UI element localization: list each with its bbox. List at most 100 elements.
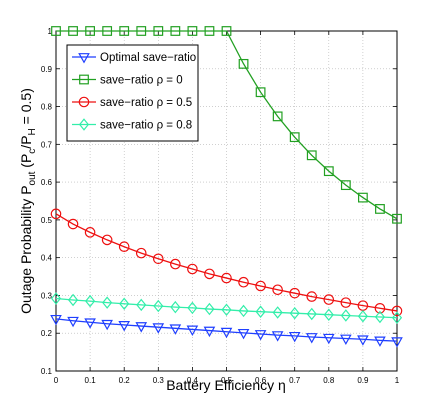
data-point-marker	[78, 53, 90, 64]
x-tick-label: 0.9	[357, 376, 369, 385]
x-tick-label: 0.2	[119, 376, 131, 385]
data-point-marker	[323, 294, 335, 305]
data-point-marker	[288, 331, 301, 343]
data-point-marker	[374, 336, 386, 347]
data-point-marker	[323, 166, 334, 177]
data-point-marker	[85, 26, 96, 36]
data-point-marker	[84, 227, 96, 238]
series-1	[50, 314, 403, 348]
data-point-marker	[118, 241, 130, 253]
data-point-marker	[340, 334, 352, 346]
data-point-marker	[119, 297, 130, 311]
y-tick-label: 0.1	[41, 367, 53, 376]
data-point-marker	[340, 297, 352, 308]
x-tick-labels: 0 0.1 0.2 0.3 0.4 0.5 0.6 0.7 0.8 0.9 1	[54, 376, 400, 385]
data-point-marker	[135, 322, 148, 333]
y-axis-label: Outage Probability Pout (Pc/PH = 0.5)	[18, 88, 38, 314]
data-point-marker	[289, 306, 300, 320]
data-point-marker	[50, 292, 62, 305]
y-tick-label: 0.2	[41, 329, 53, 338]
legend-label: Optimal save−ratio	[100, 52, 196, 64]
y-tick-label: 1	[48, 27, 53, 36]
data-point-marker	[272, 111, 283, 122]
legend-label: save−ratio ρ = 0	[100, 75, 183, 87]
data-point-marker	[152, 323, 165, 334]
data-point-marker	[136, 298, 147, 312]
legend: Optimal save−ratio save−ratio ρ = 0 save−r…	[66, 44, 199, 142]
data-point-marker	[101, 234, 113, 246]
data-point-marker	[85, 294, 96, 308]
data-point-marker	[358, 192, 368, 203]
data-point-marker	[237, 328, 250, 340]
x-tick-label: 1	[395, 376, 400, 385]
data-point-marker	[50, 314, 62, 326]
data-point-marker	[357, 335, 369, 346]
data-point-marker	[50, 208, 62, 220]
data-point-marker	[51, 26, 61, 36]
data-point-marker	[67, 316, 79, 328]
y-tick-label: 0.7	[41, 140, 53, 149]
data-point-marker	[101, 319, 113, 331]
data-point-marker	[79, 74, 89, 85]
y-tick-label: 0.3	[41, 291, 53, 300]
data-point-marker	[186, 325, 199, 336]
data-point-marker	[305, 333, 318, 344]
y-tick-label: 0.5	[41, 216, 53, 225]
series-layer	[50, 26, 403, 348]
data-point-marker	[187, 263, 198, 275]
legend-label: save−ratio ρ = 0.5	[100, 97, 192, 109]
data-point-marker	[102, 26, 113, 36]
data-point-marker	[78, 96, 90, 108]
data-point-marker	[170, 258, 181, 270]
data-point-marker	[204, 302, 215, 316]
data-point-marker	[306, 307, 317, 321]
data-point-marker	[187, 301, 198, 315]
y-tick-label: 0.4	[41, 254, 53, 263]
data-point-marker	[67, 218, 79, 230]
series-line	[55, 318, 398, 342]
data-point-marker	[254, 330, 267, 341]
data-point-marker	[187, 26, 198, 36]
x-tick-label: 0.6	[255, 376, 267, 385]
data-point-marker	[238, 58, 249, 69]
y-tick-label: 0.9	[41, 65, 53, 74]
legend-label: save−ratio ρ = 0.8	[100, 120, 192, 132]
data-point-marker	[289, 287, 300, 299]
data-point-marker	[238, 276, 249, 288]
data-point-marker	[221, 272, 232, 284]
series-line	[55, 297, 398, 319]
data-point-marker	[272, 306, 283, 319]
data-point-marker	[391, 305, 403, 317]
series-4	[50, 292, 403, 324]
data-point-marker	[357, 309, 368, 323]
legend-entry: save−ratio ρ = 0	[72, 75, 183, 87]
data-point-marker	[220, 327, 233, 339]
x-tick-label: 0.4	[187, 376, 199, 385]
data-point-marker	[68, 26, 78, 36]
data-point-marker	[204, 268, 215, 280]
data-point-marker	[153, 253, 164, 265]
x-tick-label: 0.7	[289, 376, 301, 385]
legend-entry: save−ratio ρ = 0.8	[72, 118, 192, 132]
series-3	[50, 208, 403, 317]
x-axis-label: Battery Efficiency η	[166, 377, 286, 393]
data-point-marker	[391, 337, 403, 348]
data-point-marker	[323, 308, 334, 321]
data-point-marker	[84, 318, 96, 329]
data-point-marker	[255, 305, 266, 318]
data-point-marker	[78, 118, 90, 131]
data-point-marker	[67, 293, 79, 307]
data-point-marker	[340, 180, 351, 191]
x-tick-label: 0.8	[323, 376, 335, 385]
data-point-marker	[392, 213, 402, 224]
data-point-marker	[135, 247, 147, 259]
y-tick-label: 0.6	[41, 178, 53, 187]
data-point-marker	[221, 303, 232, 317]
data-point-marker	[289, 132, 300, 143]
x-tick-label: 0.5	[221, 376, 233, 385]
x-tick-label: 0	[54, 376, 59, 385]
y-tick-labels: 0.1 0.2 0.3 0.4 0.5 0.6 0.7 0.8 0.9 1	[41, 27, 53, 376]
data-point-marker	[169, 324, 182, 335]
legend-entry: save−ratio ρ = 0.5	[72, 96, 192, 109]
